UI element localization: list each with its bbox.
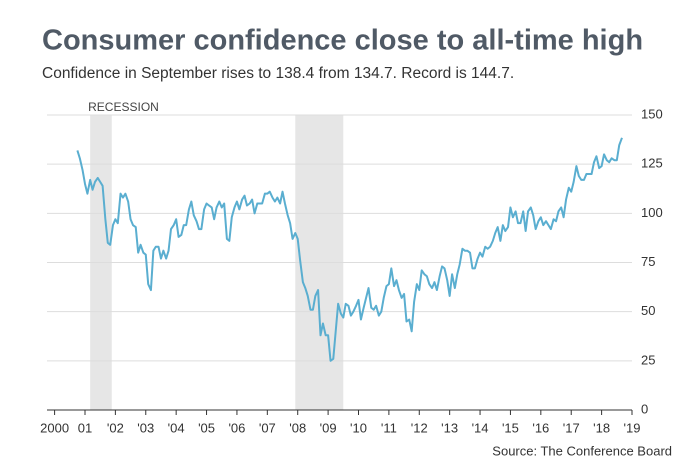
y-tick-label: 50 (641, 303, 655, 318)
x-tick-label: '11 (381, 420, 397, 435)
x-tick-label: '19 (624, 420, 641, 435)
x-tick-label: 2000 (40, 420, 69, 435)
x-tick-label: '06 (228, 420, 245, 435)
x-tick-label: '17 (563, 420, 580, 435)
source: Source: The Conference Board (492, 443, 672, 458)
y-tick-label: 150 (641, 106, 663, 121)
x-tick-label: '07 (259, 420, 276, 435)
x-tick-label: '05 (198, 420, 215, 435)
y-tick-label: 25 (641, 352, 655, 367)
x-tick-label: '02 (107, 420, 124, 435)
recession-label: RECESSION (88, 100, 159, 114)
chart-title: Consumer confidence close to all-time hi… (42, 25, 643, 57)
x-tick-label: '03 (137, 420, 154, 435)
x-tick-label: 01 (78, 420, 92, 435)
x-tick-label: '16 (532, 420, 549, 435)
data-line (76, 137, 623, 362)
x-tick-label: '13 (441, 420, 458, 435)
x-tick-label: '12 (411, 420, 428, 435)
y-tick-label: 75 (641, 254, 655, 269)
x-tick-label: '09 (320, 420, 337, 435)
y-tick-label: 0 (641, 401, 648, 416)
x-tick-label: '08 (289, 420, 306, 435)
x-tick-label: '10 (350, 420, 367, 435)
x-tick-label: '04 (168, 420, 185, 435)
x-tick-label: '18 (593, 420, 610, 435)
x-tick-label: '15 (502, 420, 519, 435)
y-tick-label: 100 (641, 205, 663, 220)
x-tick-label: '14 (472, 420, 489, 435)
chart-subtitle: Confidence in September rises to 138.4 f… (42, 65, 514, 82)
y-tick-label: 125 (641, 156, 663, 171)
